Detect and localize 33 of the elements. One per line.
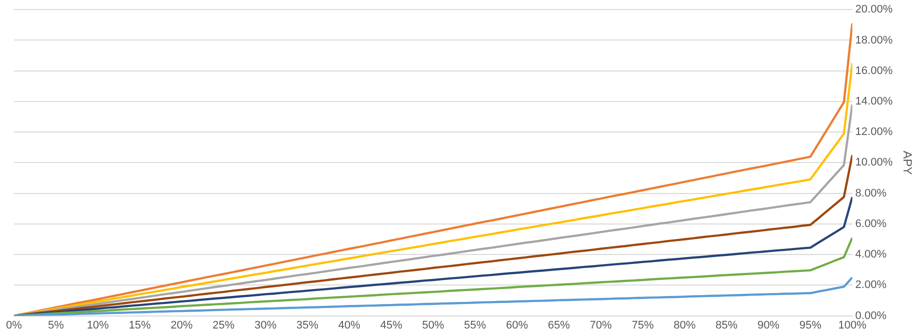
x-tick-label: 100% (838, 319, 867, 332)
x-tick-label: 45% (380, 319, 402, 332)
x-tick-label: 70% (590, 319, 612, 332)
x-tick-label: 35% (296, 319, 319, 332)
x-tick-label: 10% (86, 319, 110, 332)
y-tick-label: 4.00% (855, 248, 887, 261)
y-tick-label: 2.00% (855, 279, 887, 292)
x-tick-label: 55% (464, 319, 486, 332)
x-tick-label: 65% (548, 319, 570, 332)
x-tick-label: 30% (254, 319, 277, 332)
y-tick-label: 14.00% (855, 95, 893, 108)
x-tick-label: 85% (716, 319, 738, 332)
x-tick-label: 5% (48, 319, 64, 332)
y-tick-label: 6.00% (855, 218, 887, 230)
y-tick-label: 8.00% (855, 187, 887, 200)
x-tick-label: 40% (338, 319, 361, 332)
y-tick-label: 20.00% (855, 4, 893, 16)
x-tick-label: 0% (6, 319, 22, 332)
y-tick-label: 10.00% (855, 156, 893, 169)
y-tick-label: 18.00% (855, 34, 893, 46)
y-axis-title: APY (900, 150, 914, 175)
x-tick-label: 60% (506, 319, 528, 332)
x-tick-label: 25% (212, 319, 235, 332)
y-tick-label: 16.00% (855, 64, 893, 77)
y-tick-label: 12.00% (855, 126, 893, 138)
x-tick-label: 20% (170, 319, 193, 332)
x-tick-label: 80% (674, 319, 696, 332)
x-tick-label: 75% (632, 319, 654, 332)
y-tick-label: 0.00% (855, 310, 887, 322)
x-tick-label: 90% (757, 319, 780, 332)
x-tick-label: 15% (128, 319, 151, 332)
x-tick-label: 95% (799, 319, 822, 332)
x-tick-label: 50% (422, 319, 444, 332)
